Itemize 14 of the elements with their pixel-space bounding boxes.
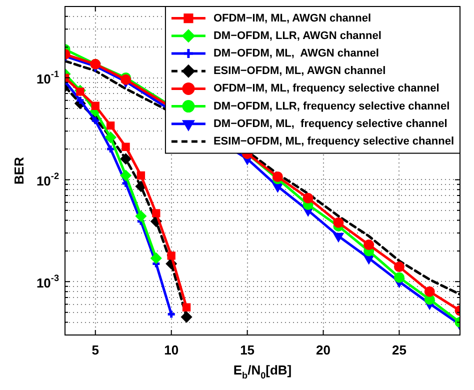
y-axis-title: BER <box>12 156 27 184</box>
legend-label: ESIM−OFDM, ML, AWGN channel <box>213 65 386 78</box>
legend-label: ESIM−OFDM, ML, frequency selective channel <box>213 136 454 148</box>
x-tick-label: 25 <box>392 342 406 358</box>
legend-label: OFDM−IM, ML, AWGN channel <box>213 12 372 24</box>
x-tick-label: 10 <box>164 342 179 358</box>
x-tick-label: 15 <box>240 342 255 358</box>
legend-label: OFDM−IM, ML, frequency selective channel <box>213 82 440 95</box>
legend-label: DM−OFDM, ML, AWGN channel <box>213 48 379 60</box>
x-tick-label: 5 <box>92 342 100 358</box>
legend-label: DM−OFDM, LLR, frequency selective channel <box>213 100 450 112</box>
x-tick-label: 20 <box>316 342 331 358</box>
legend-label: DM−OFDM, ML, frequency selective channel <box>213 118 448 130</box>
legend-label: DM−OFDM, LLR, AWGN channel <box>213 30 382 42</box>
